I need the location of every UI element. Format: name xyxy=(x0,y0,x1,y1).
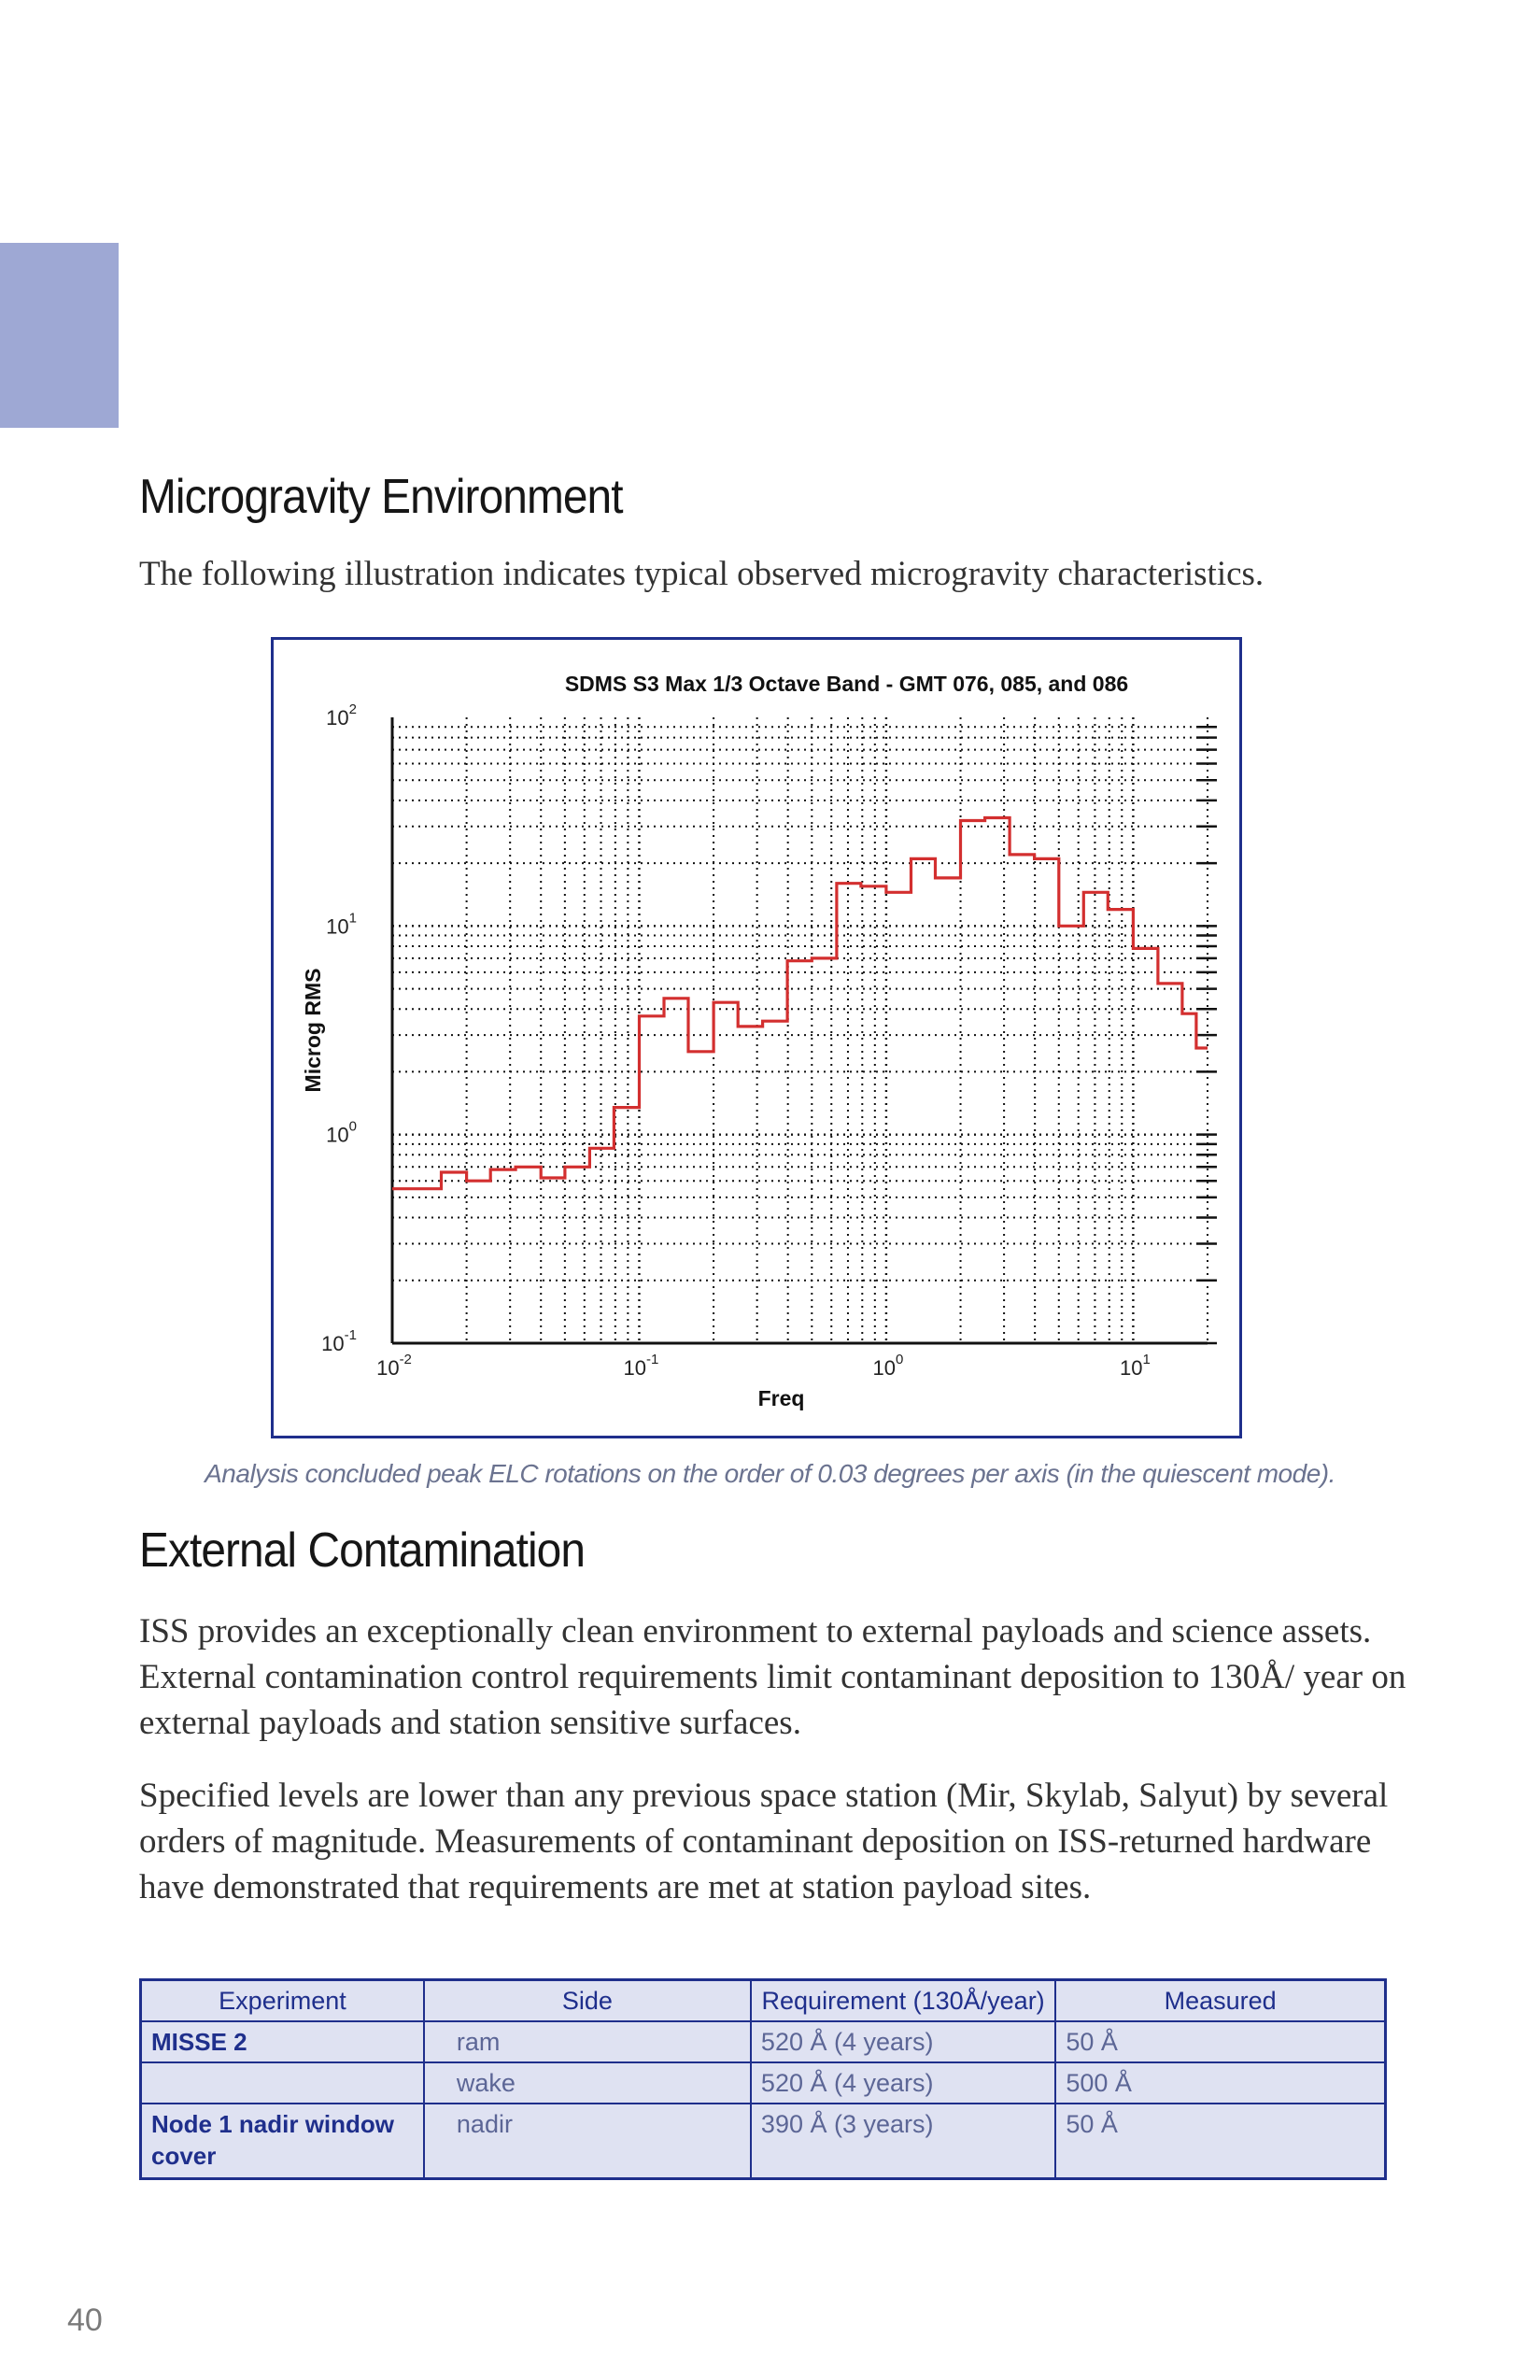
section-heading-contamination: External Contamination xyxy=(139,1523,586,1578)
table-header-row: Experiment Side Requirement (130Å/year) … xyxy=(139,1978,1387,2022)
section-tab-marker xyxy=(0,243,119,428)
contamination-paragraph-1: ISS provides an exceptionally clean envi… xyxy=(139,1612,1406,1742)
y-axis-label: Microg RMS xyxy=(301,969,325,1093)
x-tick-label: 10-2 xyxy=(376,1352,412,1380)
cell-measured: 500 Å xyxy=(1054,2061,1387,2104)
cell-measured: 50 Å xyxy=(1054,2103,1387,2180)
cell-requirement: 520 Å (4 years) xyxy=(749,2061,1057,2104)
microgravity-chart: SDMS S3 Max 1/3 Octave Band - GMT 076, 0… xyxy=(301,672,1217,1410)
header-side: Side xyxy=(422,1978,752,2022)
cell-side: nadir xyxy=(422,2103,752,2180)
chart-frame: SDMS S3 Max 1/3 Octave Band - GMT 076, 0… xyxy=(271,637,1242,1438)
series-step-line xyxy=(392,815,1208,1191)
y-tick-label: 102 xyxy=(326,701,357,730)
header-experiment: Experiment xyxy=(139,1978,425,2022)
chart-title: SDMS S3 Max 1/3 Octave Band - GMT 076, 0… xyxy=(565,672,1128,696)
x-tick-label: 100 xyxy=(873,1352,904,1380)
cell-experiment: MISSE 2 xyxy=(139,2020,425,2063)
x-axis-label: Freq xyxy=(758,1386,805,1410)
cell-requirement: 390 Å (3 years) xyxy=(749,2103,1057,2180)
y-tick-label: 101 xyxy=(326,910,357,938)
microgravity-intro: The following illustration indicates typ… xyxy=(139,555,1264,593)
chart-caption: Analysis concluded peak ELC rotations on… xyxy=(205,1459,1335,1488)
page-number: 40 xyxy=(67,2302,103,2338)
section-heading-microgravity: Microgravity Environment xyxy=(139,470,624,524)
cell-requirement: 520 Å (4 years) xyxy=(749,2020,1057,2063)
y-tick-label: 100 xyxy=(326,1119,357,1147)
cell-side: wake xyxy=(422,2061,752,2104)
header-measured: Measured xyxy=(1054,1978,1387,2022)
cell-experiment xyxy=(139,2061,425,2104)
cell-measured: 50 Å xyxy=(1054,2020,1387,2063)
table-row: Node 1 nadir window cover nadir 390 Å (3… xyxy=(139,2103,1387,2180)
cell-side: ram xyxy=(422,2020,752,2063)
x-tick-label: 101 xyxy=(1120,1352,1151,1380)
contamination-table: Experiment Side Requirement (130Å/year) … xyxy=(139,1978,1387,2180)
contamination-paragraph-2: Specified levels are lower than any prev… xyxy=(139,1777,1389,1906)
table-row: MISSE 2 ram 520 Å (4 years) 50 Å xyxy=(139,2020,1387,2063)
cell-experiment: Node 1 nadir window cover xyxy=(139,2103,425,2180)
y-tick-label: 10-1 xyxy=(321,1327,357,1355)
table-row: wake 520 Å (4 years) 500 Å xyxy=(139,2061,1387,2104)
header-requirement: Requirement (130Å/year) xyxy=(749,1978,1057,2022)
x-tick-label: 10-1 xyxy=(624,1352,659,1380)
